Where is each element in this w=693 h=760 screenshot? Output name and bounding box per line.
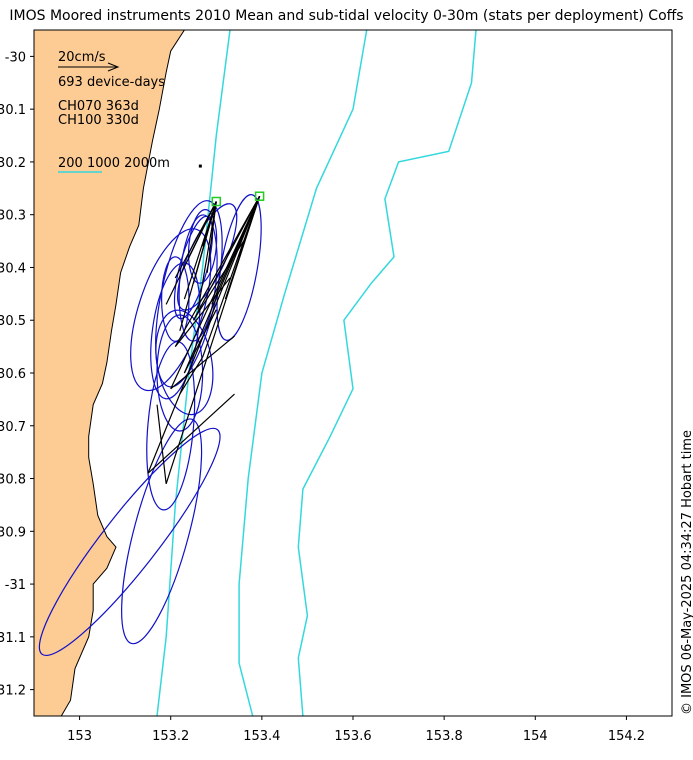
variance-ellipse-11 <box>38 427 221 657</box>
x-tick-label: 153.4 <box>243 729 280 744</box>
velocity-vector-14 <box>192 195 261 321</box>
velocity-segment-0 <box>147 393 235 474</box>
velocity-vector-12 <box>174 195 261 347</box>
y-tick-label: 30.2 <box>0 156 26 171</box>
velocity-vector-18 <box>224 196 261 300</box>
site-line-ch100: CH100 330d <box>58 113 139 128</box>
velocity-vector-6 <box>202 201 217 247</box>
velocity-segment-4 <box>183 309 217 374</box>
x-tick-label: 154.2 <box>608 729 645 744</box>
isobath-1000m <box>238 30 368 716</box>
isobath-2000m <box>297 30 477 716</box>
variance-ellipse-3 <box>173 215 214 320</box>
velocity-vector-16 <box>211 195 261 305</box>
x-tick-label: 153.6 <box>334 729 371 744</box>
velocity-segment-1 <box>156 404 167 484</box>
velocity-segment-2 <box>170 335 235 390</box>
variance-ellipse-5 <box>130 228 212 392</box>
y-tick-label: 30.4 <box>0 261 26 276</box>
y-tick-label: 31.1 <box>0 631 26 646</box>
y-tick-label: 30.9 <box>0 525 26 540</box>
variance-ellipse-7 <box>155 309 214 416</box>
device-days-label: 693 device-days <box>58 75 165 90</box>
y-tick-label: 30.1 <box>0 103 26 118</box>
site-marker-ch100 <box>254 191 265 201</box>
y-tick-label: 30.8 <box>0 473 26 488</box>
velocity-vector-4 <box>197 201 217 310</box>
x-tick-label: 154 <box>523 729 548 744</box>
scale-label: 20cm/s <box>58 50 106 65</box>
isobath-label: 200 1000 2000m <box>58 156 170 171</box>
x-tick-label: 153 <box>67 729 92 744</box>
velocity-segment-3 <box>174 277 231 347</box>
land-mass <box>34 30 185 716</box>
y-tick-label: 30.5 <box>0 314 26 329</box>
site-line-ch070: CH070 363d <box>58 99 139 114</box>
scale-arrow-head <box>107 62 120 72</box>
y-tick-label: 30.3 <box>0 209 26 224</box>
y-tick-label: 30.6 <box>0 367 26 382</box>
chart-title: IMOS Moored instruments 2010 Mean and su… <box>9 8 684 24</box>
y-tick-label: -31 <box>5 578 26 593</box>
variance-ellipse-10 <box>121 418 203 645</box>
site-marker-ch070 <box>211 196 222 207</box>
y-tick-label: 31.2 <box>0 684 26 699</box>
island-mark <box>198 164 202 168</box>
y-tick-label: 30.7 <box>0 420 26 435</box>
velocity-segment-6 <box>192 240 245 321</box>
velocity-segment-5 <box>179 356 204 395</box>
x-tick-label: 153.8 <box>426 729 463 744</box>
velocity-vector-7 <box>165 201 217 305</box>
y-tick-label: -30 <box>5 50 26 65</box>
velocity-vector-8 <box>206 201 217 273</box>
x-tick-label: 153.2 <box>152 729 189 744</box>
variance-ellipse-13 <box>187 209 218 284</box>
